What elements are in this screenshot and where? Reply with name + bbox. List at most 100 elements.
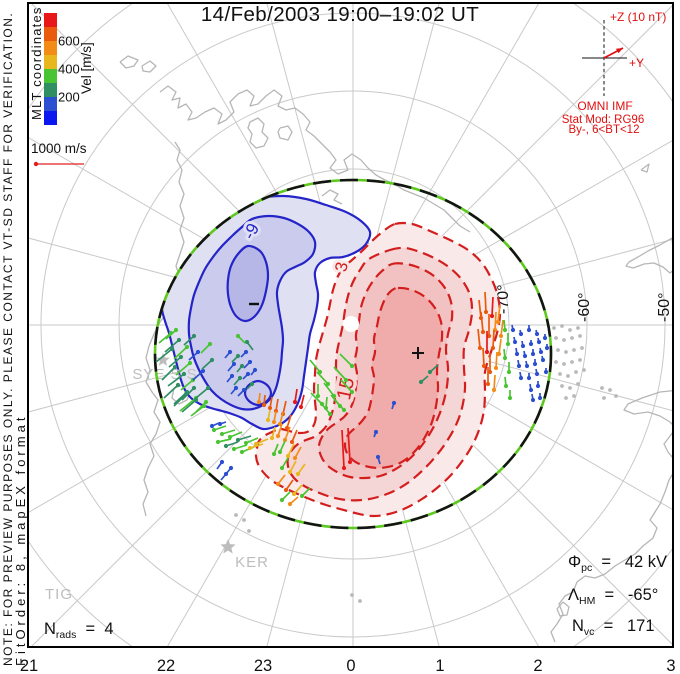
vector-tail: [175, 362, 191, 376]
vector-dot: [253, 441, 259, 447]
vector-dot: [520, 343, 526, 349]
vector-dot: [530, 351, 536, 357]
vector-tail: [323, 382, 335, 397]
vector-dot: [427, 369, 433, 375]
vector-dot: [291, 491, 297, 497]
vector-tail: [484, 291, 487, 313]
vector-dot: [491, 387, 497, 393]
vector-dot: [176, 337, 182, 343]
positive-potential-fill: [344, 287, 443, 468]
grey-dot: [562, 338, 566, 342]
vector-dot: [227, 349, 233, 355]
margin-notes: NOTE: FOR PREVIEW PURPOSES ONLY. PLEASE …: [1, 6, 44, 666]
coastline: [119, 55, 139, 69]
vector-dot: [252, 367, 258, 373]
grey-dot: [574, 370, 578, 374]
vector-dot: [295, 471, 301, 477]
vector-dot: [244, 339, 250, 345]
vector-dot: [207, 341, 213, 347]
vector-dot: [249, 381, 255, 387]
unfitted-data-dots: [234, 324, 618, 603]
vector-dot: [289, 439, 295, 445]
station-star: [156, 353, 170, 366]
vector-dot: [287, 501, 293, 507]
grey-dot: [576, 326, 580, 330]
vector-tail: [173, 346, 188, 360]
vector-dot: [219, 431, 225, 437]
vector-dot: [285, 453, 291, 459]
vector-dot: [184, 344, 190, 350]
vector-dot: [327, 411, 333, 417]
vector-dot: [477, 345, 483, 351]
vector-tail: [217, 438, 232, 443]
lat-label-50: -50°: [656, 292, 673, 322]
vector-dot: [524, 363, 530, 369]
vector-dot: [530, 397, 536, 403]
grey-dot: [602, 396, 606, 400]
vector-dot: [493, 365, 499, 371]
vector-dot: [481, 363, 487, 369]
vector-tail: [340, 379, 353, 393]
grey-dot: [556, 348, 560, 352]
vector-dot: [522, 353, 528, 359]
coastline: [550, 473, 672, 643]
vector-tail: [221, 429, 236, 435]
vector-tail: [284, 426, 291, 441]
vector-dot: [282, 437, 288, 443]
vector-tail: [179, 397, 197, 412]
grey-dot: [560, 324, 564, 328]
mlt-axis: 21 22 23 0 1 2 3: [20, 657, 676, 674]
vector-dot: [195, 349, 201, 355]
vector-dot: [239, 363, 245, 369]
vector-tail: [347, 427, 351, 463]
vector-dot: [209, 357, 215, 363]
imf-y-label: +Y: [629, 56, 644, 70]
boundary-black-dashed: [153, 178, 553, 530]
vector-dot: [315, 393, 321, 399]
vector-tail: [255, 438, 269, 445]
vector-dot: [505, 341, 511, 347]
vector-dot: [267, 405, 273, 411]
vector-tail: [309, 359, 321, 373]
vector-dot: [256, 399, 262, 405]
vector-dot: [298, 404, 304, 410]
vector-tail: [158, 332, 172, 344]
vector-tail: [497, 304, 501, 323]
vector-tail: [168, 356, 182, 368]
positive-potential-contour: [317, 262, 454, 480]
vector-tail: [294, 388, 298, 403]
imf-model-label: Stat Mod: RG96: [562, 114, 644, 126]
vector-dot: [247, 359, 253, 365]
vector-dot: [510, 327, 516, 333]
vector-tail: [213, 425, 227, 431]
grey-dot: [562, 362, 566, 366]
vector-dot: [211, 427, 217, 433]
vector-dot: [292, 455, 298, 461]
imf-text-block: +Z (10 nT) +Y OMNI IMF Stat Mod: RG96 By…: [562, 10, 667, 136]
coastline: [141, 60, 157, 73]
imf-arrow-head: [616, 48, 623, 54]
vector-tail: [291, 429, 298, 443]
vector-dot: [489, 313, 495, 319]
vector-tail: [155, 348, 173, 363]
vector-dot: [261, 402, 267, 408]
grey-dot: [570, 360, 574, 364]
imf-dial-axes: [582, 20, 627, 96]
vector-tail: [201, 359, 213, 370]
grey-dot: [358, 599, 362, 603]
grey-dot: [247, 529, 251, 533]
vector-dot: [215, 439, 221, 445]
vector-dot: [275, 481, 281, 487]
vector-tail: [161, 366, 176, 381]
vector-tail: [316, 371, 329, 385]
grid-mlt-spoke: [420, 140, 672, 287]
vector-dot: [535, 383, 541, 389]
grey-dot: [568, 386, 572, 390]
vector-dot: [229, 373, 235, 379]
negative-potential-contour: [226, 244, 270, 323]
vector-dot: [247, 445, 253, 451]
vector-dot: [495, 319, 501, 325]
vector-tail: [282, 400, 287, 415]
